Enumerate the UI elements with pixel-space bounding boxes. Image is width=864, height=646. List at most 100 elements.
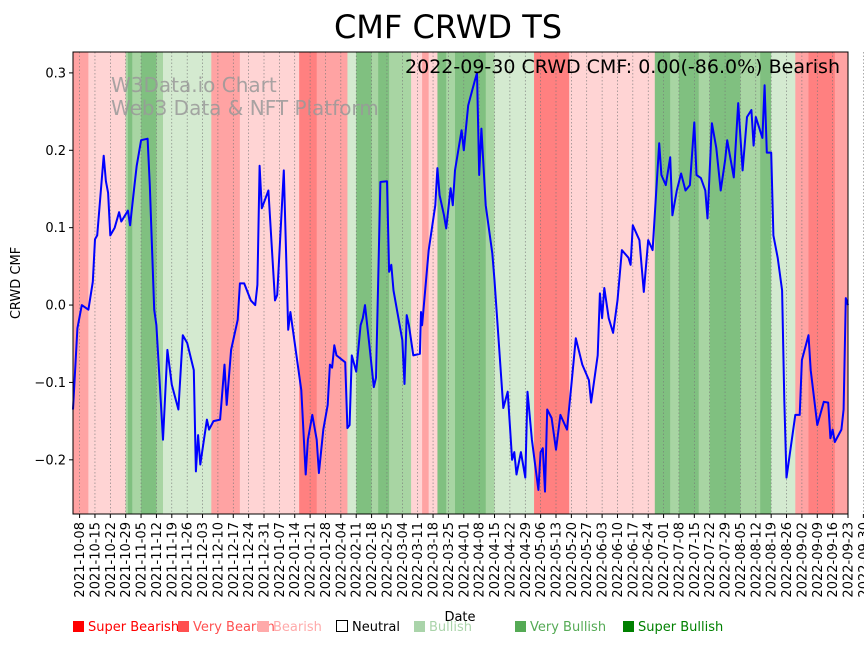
y-axis-label: CRWD CMF xyxy=(9,247,24,319)
legend-swatch xyxy=(258,621,269,632)
legend-label: Very Bullish xyxy=(530,620,607,635)
x-tick-label: 2021-11-19 xyxy=(165,522,180,598)
x-tick-label: 2022-04-29 xyxy=(519,522,534,598)
x-tick-label: 2022-08-19 xyxy=(765,522,780,598)
x-tick-label: 2022-06-10 xyxy=(611,522,626,598)
chart-title: CMF CRWD TS xyxy=(334,8,562,46)
x-tick-label: 2022-03-04 xyxy=(396,522,411,598)
legend-swatch xyxy=(178,621,189,632)
x-tick-label: 2022-03-18 xyxy=(427,522,442,598)
x-tick-label: 2022-01-28 xyxy=(319,522,334,598)
band-super-bullish xyxy=(654,52,671,514)
x-tick-label: 2022-02-18 xyxy=(365,522,380,598)
band-super-bullish xyxy=(760,52,772,514)
x-tick-label: 2021-11-26 xyxy=(181,522,196,598)
x-tick-label: 2022-09-23 xyxy=(842,522,857,598)
x-tick-label: 2022-01-07 xyxy=(273,522,288,598)
legend-item-super-bullish: Super Bullish xyxy=(623,620,723,635)
legend-label: Neutral xyxy=(352,620,400,635)
x-tick-label: 2022-01-14 xyxy=(288,522,303,598)
band-bearish xyxy=(88,52,126,514)
legend-label: Super Bearish xyxy=(88,620,180,635)
x-tick-label: 2022-06-17 xyxy=(626,522,641,598)
band-very-bullish xyxy=(446,52,456,514)
x-tick-label: 2022-08-12 xyxy=(749,522,764,598)
x-tick-label: 2021-11-05 xyxy=(135,522,150,598)
legend-item-very-bullish: Very Bullish xyxy=(515,620,606,635)
y-tick-label: 0.0 xyxy=(45,299,66,314)
legend-swatch xyxy=(515,621,526,632)
x-tick-label: 2021-10-08 xyxy=(73,522,88,598)
band-very-bullish xyxy=(132,52,142,514)
band-very-bullish xyxy=(389,52,412,514)
y-tick-label: 0.3 xyxy=(45,66,66,81)
legend-swatch xyxy=(73,621,84,632)
x-tick-label: 2022-09-16 xyxy=(826,522,841,598)
x-tick-label: 2022-04-15 xyxy=(488,522,503,598)
band-super-bearish xyxy=(299,52,317,514)
band-very-bullish xyxy=(125,52,129,514)
y-tick-label: 0.1 xyxy=(45,221,66,236)
band-very-bullish xyxy=(698,52,710,514)
band-very-bullish xyxy=(371,52,379,514)
x-tick-label: 2022-06-24 xyxy=(642,522,657,598)
band-very-bullish xyxy=(740,52,761,514)
x-tick-label: 2022-07-15 xyxy=(688,522,703,598)
x-tick-label: 2022-07-08 xyxy=(672,522,687,598)
legend-swatch xyxy=(623,621,634,632)
x-tick-label: 2021-12-03 xyxy=(196,522,211,598)
band-super-bearish xyxy=(534,52,570,514)
legend-label: Bullish xyxy=(429,620,473,635)
band-bullish xyxy=(494,52,535,514)
legend-swatch xyxy=(414,621,425,632)
band-bearish xyxy=(239,52,300,514)
x-tick-label: 2021-10-22 xyxy=(104,522,119,598)
legend-label: Very Bearish xyxy=(193,620,275,635)
band-super-bullish xyxy=(455,52,487,514)
x-axis: 2021-10-08 2021-10-15 2021-10-22 2021-10-29… xyxy=(73,514,864,598)
x-tick-label: 2022-04-08 xyxy=(473,522,488,598)
x-tick-label: 2022-07-01 xyxy=(657,522,672,598)
x-tick-label: 2021-12-10 xyxy=(211,522,226,598)
band-super-bullish xyxy=(356,52,372,514)
x-tick-label: 2021-11-12 xyxy=(150,522,165,598)
x-tick-label: 2022-08-05 xyxy=(734,522,749,598)
x-tick-label: 2021-12-17 xyxy=(227,522,242,598)
x-tick-label: 2022-01-21 xyxy=(304,522,319,598)
x-tick-label: 2022-03-11 xyxy=(411,522,426,598)
band-super-bullish xyxy=(678,52,700,514)
x-tick-label: 2022-04-22 xyxy=(503,522,518,598)
band-very-bullish xyxy=(670,52,680,514)
regime-bands xyxy=(73,52,849,514)
band-very-bullish xyxy=(156,52,164,514)
x-tick-label: 2021-12-31 xyxy=(258,522,273,598)
watermark-line-2: Web3 Data & NFT Platform xyxy=(111,96,379,120)
legend-item-bearish: Bearish xyxy=(258,620,322,635)
legend-item-very-bearish: Very Bearish xyxy=(178,620,275,635)
plot-frame xyxy=(72,51,849,515)
x-tick-label: 2022-05-20 xyxy=(565,522,580,598)
band-very-bullish xyxy=(485,52,495,514)
x-tick-label: 2022-09-09 xyxy=(811,522,826,598)
cmf-line xyxy=(72,71,849,493)
x-tick-label: 2022-05-06 xyxy=(534,522,549,598)
band-bullish xyxy=(347,52,357,514)
band-very-bearish xyxy=(73,52,89,514)
x-tick-label: 2022-03-25 xyxy=(442,522,457,598)
x-tick-label: 2021-10-15 xyxy=(88,522,103,598)
latest-value-annotation: 2022-09-30 CRWD CMF: 0.00(-86.0%) Bearis… xyxy=(405,56,840,78)
y-axis: −0.2 −0.1 0.0 0.1 0.2 0.3 xyxy=(34,66,73,468)
x-tick-label: 2022-08-26 xyxy=(780,522,795,598)
band-very-bearish xyxy=(211,52,241,514)
y-tick-label: −0.1 xyxy=(34,376,66,391)
legend-item-super-bearish: Super Bearish xyxy=(73,620,179,635)
band-super-bullish xyxy=(127,52,133,514)
x-tick-label: 2022-02-25 xyxy=(380,522,395,598)
band-super-bullish xyxy=(141,52,157,514)
legend-item-neutral: Neutral xyxy=(336,620,400,635)
x-tick-label: 2022-05-13 xyxy=(550,522,565,598)
x-tick-label: 2022-02-04 xyxy=(334,522,349,598)
band-very-bearish xyxy=(834,52,849,514)
band-bearish xyxy=(411,52,423,514)
legend-swatch xyxy=(336,620,348,632)
